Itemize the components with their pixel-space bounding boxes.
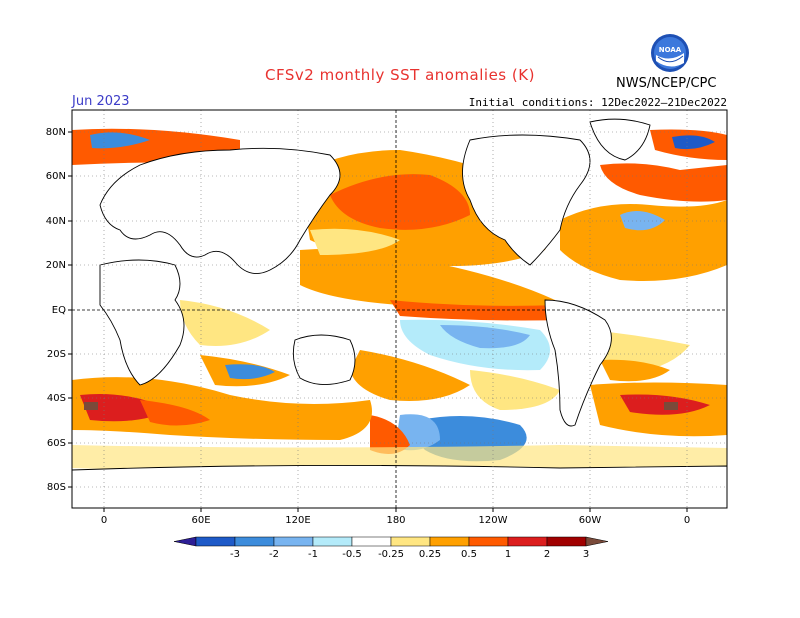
colorbar-swatch <box>429 536 470 547</box>
anomaly-field <box>72 110 727 508</box>
colorbar-swatch <box>273 536 314 547</box>
colorbar-label: 0.25 <box>419 549 441 560</box>
colorbar-swatch <box>195 536 236 547</box>
colorbar-label: 1 <box>505 549 511 560</box>
colorbar-swatch <box>546 536 587 547</box>
lat-label: 60N <box>46 171 66 182</box>
lon-label: 0 <box>684 515 690 526</box>
lon-label: 60E <box>191 515 210 526</box>
colorbar-arrow-high <box>585 536 609 547</box>
colorbar-label: 0.5 <box>461 549 477 560</box>
colorbar-label: 3 <box>583 549 589 560</box>
noaa-logo-icon: NOAA <box>651 34 689 72</box>
svg-text:NOAA: NOAA <box>659 46 682 54</box>
colorbar-label: -0.25 <box>378 549 404 560</box>
colorbar-swatch <box>234 536 275 547</box>
colorbar-swatch <box>390 536 431 547</box>
colorbar-label: -2 <box>269 549 279 560</box>
lat-label: 60S <box>47 438 66 449</box>
lon-label: 0 <box>101 515 107 526</box>
colorbar: -3 -2 -1 -0.5 -0.25 0.25 0.5 1 2 3 <box>173 536 609 560</box>
valid-month-label: Jun 2023 <box>72 94 130 109</box>
lat-label: 40S <box>47 393 66 404</box>
colorbar-swatch <box>468 536 509 547</box>
lat-label: 80S <box>47 482 66 493</box>
lat-label: 20S <box>47 349 66 360</box>
lat-label: 40N <box>46 216 66 227</box>
lat-label: EQ <box>52 305 66 316</box>
colorbar-label: 2 <box>544 549 550 560</box>
lon-label: 120W <box>479 515 508 526</box>
continents <box>72 118 727 508</box>
lon-label: 180 <box>386 515 405 526</box>
colorbar-arrow-low <box>173 536 197 547</box>
colorbar-swatch <box>351 536 392 547</box>
lat-label: 80N <box>46 127 66 138</box>
initial-conditions-label: Initial conditions: 12Dec2022–21Dec2022 <box>468 96 727 109</box>
lon-label: 120E <box>285 515 310 526</box>
colorbar-label: -0.5 <box>342 549 362 560</box>
agency-label: NWS/NCEP/CPC <box>616 76 717 91</box>
map-title: CFSv2 monthly SST anomalies (K) <box>265 66 535 84</box>
colorbar-swatch <box>312 536 353 547</box>
colorbar-label: -1 <box>308 549 318 560</box>
colorbar-label: -3 <box>230 549 240 560</box>
lon-label: 60W <box>579 515 602 526</box>
colorbar-swatch <box>507 536 548 547</box>
lat-label: 20N <box>46 260 66 271</box>
map-frame <box>71 109 728 509</box>
